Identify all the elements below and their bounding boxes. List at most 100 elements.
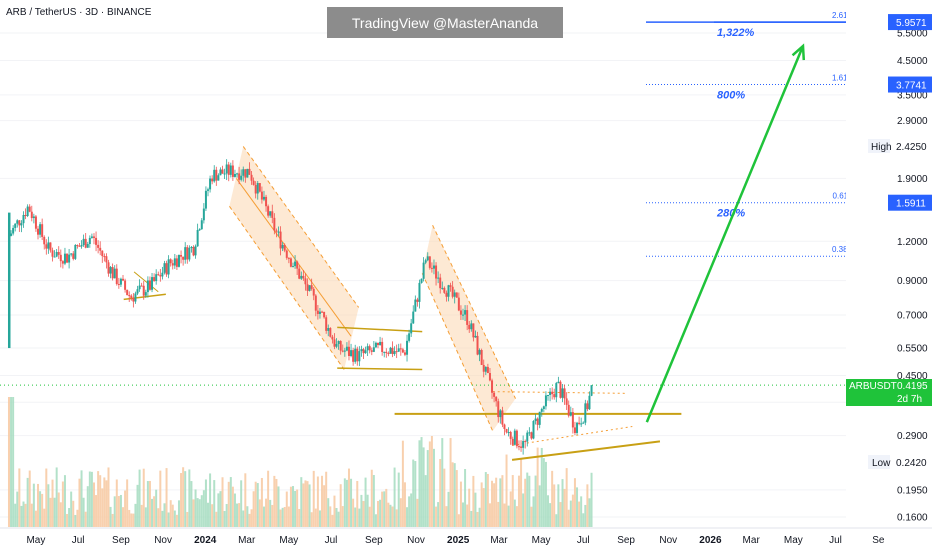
candle-body xyxy=(540,409,543,412)
candle-body xyxy=(327,328,330,331)
volume-bar xyxy=(451,462,454,527)
candle-body xyxy=(553,394,556,398)
time-axis[interactable]: May Jul Sep Nov 2024 Mar May Jul Sep Nov 2025 Mar Ma… xyxy=(26,535,884,546)
volume-bar xyxy=(457,514,460,527)
volume-bar xyxy=(555,514,558,527)
candle-body xyxy=(258,183,261,192)
volume-bar xyxy=(486,473,489,527)
candle-body xyxy=(358,351,361,362)
candle-body xyxy=(61,261,64,264)
volume-bar xyxy=(157,508,160,527)
candle-body xyxy=(16,220,19,224)
volume-bar xyxy=(39,491,42,527)
volume-bar xyxy=(584,504,587,527)
candle-body xyxy=(578,422,581,424)
volume-bar xyxy=(80,470,83,527)
volume-bar xyxy=(66,513,69,527)
price-tick-label: 0.7000 xyxy=(897,311,928,322)
candle-body xyxy=(505,428,508,433)
candle-body xyxy=(122,278,125,281)
volume-bar xyxy=(32,483,35,527)
candle-body xyxy=(395,351,398,353)
volume-bar xyxy=(453,463,456,527)
candle-body xyxy=(215,169,218,181)
candle-body xyxy=(310,285,313,289)
candle-body xyxy=(80,245,83,247)
candle-body xyxy=(443,287,446,293)
volume-bar xyxy=(229,477,232,527)
volume-bar xyxy=(144,507,147,527)
candle-body xyxy=(95,237,98,245)
candle-body xyxy=(55,251,58,257)
volume-bar xyxy=(420,437,423,527)
volume-bar xyxy=(10,397,13,527)
volume-bar xyxy=(576,487,579,527)
candle-body xyxy=(424,260,427,263)
candle-body xyxy=(522,441,525,448)
volume-bar xyxy=(111,513,114,527)
candle-body xyxy=(356,348,359,362)
time-tick-label: Mar xyxy=(743,535,761,546)
candle-body xyxy=(155,274,158,282)
volume-bar xyxy=(171,504,174,527)
volume-bar xyxy=(418,440,421,527)
candle-body xyxy=(360,349,363,352)
volume-bar xyxy=(530,506,533,527)
channel-upper-2024 xyxy=(242,146,360,308)
volume-bar xyxy=(532,496,535,527)
volume-bar xyxy=(549,503,552,527)
candle-body xyxy=(238,173,241,180)
watermark: TradingView @MasterAnanda xyxy=(327,7,563,38)
candle-body xyxy=(190,246,193,248)
volume-bar xyxy=(256,483,259,527)
listing-candle xyxy=(7,212,11,349)
volume-bar xyxy=(430,435,433,527)
candle-body xyxy=(466,310,469,325)
volume-bar xyxy=(391,506,394,527)
candle-body xyxy=(420,278,423,283)
candle-body xyxy=(88,237,91,245)
candle-body xyxy=(323,311,326,318)
candle-body xyxy=(445,292,448,297)
volume-bar xyxy=(254,481,257,527)
candle-body xyxy=(318,311,321,314)
candle-body xyxy=(130,295,133,298)
volume-bar xyxy=(571,494,574,527)
candle-body xyxy=(428,256,431,268)
volume-bar xyxy=(432,448,435,527)
time-tick-label: Sep xyxy=(112,535,130,546)
volume-bar xyxy=(163,503,166,527)
volume-bar xyxy=(341,506,344,527)
volume-bar xyxy=(211,504,214,527)
candle-body xyxy=(507,432,510,434)
candle-body xyxy=(298,268,301,279)
fib-axis-badge xyxy=(888,14,932,31)
candle-body xyxy=(520,446,523,448)
volume-bar xyxy=(333,495,336,527)
symbol-title[interactable]: ARB / TetherUS · 3D · BINANCE xyxy=(6,7,152,18)
volume-bar xyxy=(227,481,230,527)
candle-body xyxy=(171,263,174,266)
volume-bar xyxy=(314,508,317,527)
volume-bar xyxy=(180,473,183,527)
volume-bar xyxy=(285,491,288,527)
candle-body xyxy=(449,285,452,287)
candle-body xyxy=(530,432,533,439)
volume-bar xyxy=(47,484,50,527)
volume-bar xyxy=(252,491,255,527)
candle-body xyxy=(316,310,319,314)
high-label-text: High xyxy=(871,142,892,153)
time-tick-label: Se xyxy=(872,535,885,546)
candle-body xyxy=(377,342,380,346)
volume-bar xyxy=(408,496,411,527)
volume-bar xyxy=(173,510,176,527)
candle-body xyxy=(321,311,324,313)
volume-bar xyxy=(547,495,550,527)
candle-body xyxy=(416,299,419,302)
volume-bar xyxy=(18,468,21,527)
volume-bar xyxy=(478,507,481,527)
volume-bar xyxy=(130,513,133,527)
candle-body xyxy=(462,314,465,316)
time-tick-label: May xyxy=(26,535,45,546)
